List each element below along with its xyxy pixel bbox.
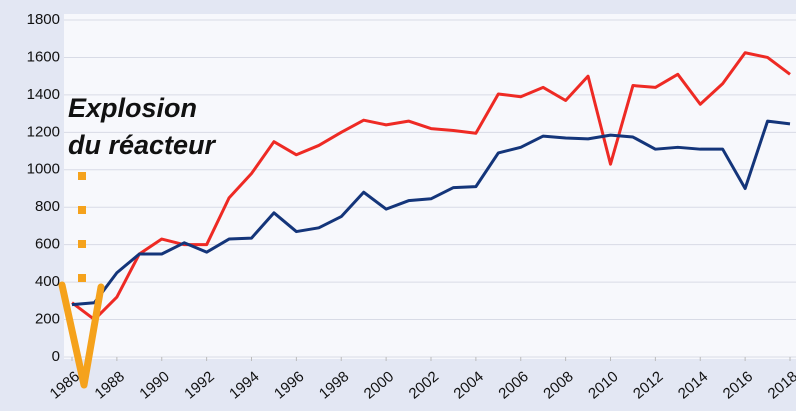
y-tick-label: 0 [52, 348, 60, 365]
y-tick-label: 800 [35, 198, 60, 215]
y-tick-label: 1200 [27, 123, 60, 140]
x-tick-label: 2002 [406, 368, 442, 402]
x-tick-label: 2010 [585, 368, 621, 402]
x-tick-label: 1988 [92, 368, 128, 402]
x-tick-label: 1992 [181, 368, 217, 402]
annotation: du réacteur [68, 130, 217, 160]
x-tick-label: 2004 [451, 368, 487, 402]
chart: Explosion du réacteur 0 200 400 600 800 1000 1… [0, 0, 796, 411]
x-tick-label: 2006 [495, 368, 531, 402]
x-tick-label: 1996 [271, 368, 307, 402]
y-tick-label: 1400 [27, 86, 60, 103]
y-tick-label: 400 [35, 273, 60, 290]
x-tick-label: 2014 [675, 368, 711, 402]
x-tick-label: 1998 [316, 368, 352, 402]
x-tick-label: 1994 [226, 368, 262, 402]
y-tick-label: 1600 [27, 48, 60, 65]
y-tick-label: 200 [35, 311, 60, 328]
annotation: Explosion [68, 93, 197, 123]
x-tick-label: 2012 [630, 368, 666, 402]
x-tick-label: 2016 [720, 368, 756, 402]
y-tick-label: 1000 [27, 161, 60, 178]
y-tick-label: 600 [35, 236, 60, 253]
x-tick-label: 1986 [47, 368, 83, 402]
x-tick-label: 2000 [361, 368, 397, 402]
x-tick-label: 2018 [765, 368, 796, 402]
x-tick-label: 2008 [540, 368, 576, 402]
x-tick-label: 1990 [136, 368, 172, 402]
y-tick-label: 1800 [27, 11, 60, 28]
plot-area [64, 14, 796, 359]
